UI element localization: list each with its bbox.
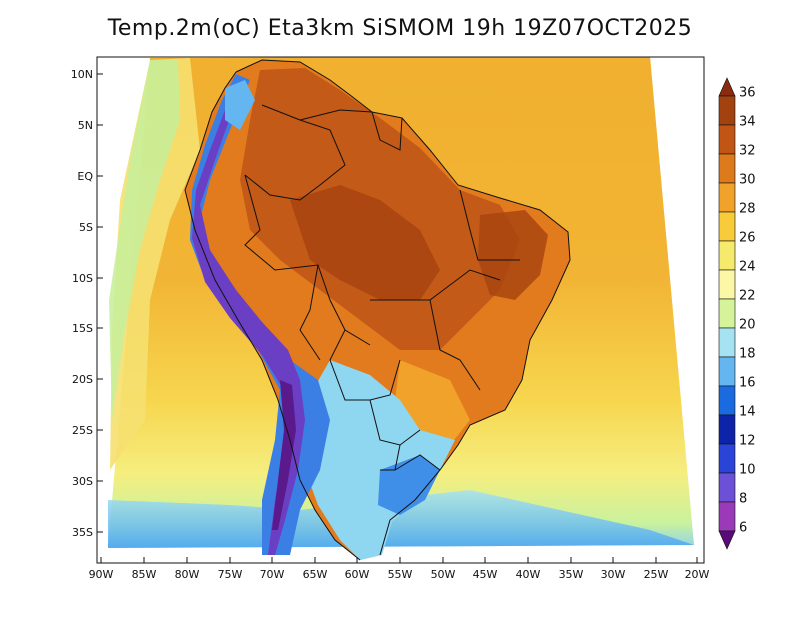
colorbar-label: 28 [739, 202, 756, 217]
colorbar-label: 34 [739, 115, 756, 130]
map-area [108, 57, 694, 561]
colorbar-segment [718, 153, 736, 184]
lat-tick: 10N [71, 68, 103, 81]
lat-label: 5S [79, 221, 93, 234]
colorbar-segment [718, 95, 736, 126]
lon-tick: 85W [132, 557, 157, 581]
southeast-mild [395, 360, 470, 445]
lon-label: 60W [345, 568, 370, 581]
colombian-andes [225, 80, 255, 130]
map-title: Temp.2m(oC) Eta3km SiSMOM 19h 19Z07OCT20… [107, 16, 693, 41]
colorbar-segment [718, 443, 736, 474]
colorbar: 36 34 32 30 28 26 24 22 20 18 16 14 12 10 8 6 [718, 77, 756, 550]
lon-tick: 25W [644, 557, 669, 581]
lat-label: 10S [72, 272, 93, 285]
colorbar-label: 12 [739, 434, 756, 449]
lon-label: 80W [175, 568, 200, 581]
lon-label: 55W [388, 568, 413, 581]
latitude-axis: 10N 5N EQ 5S 10S 15S 20S 25S 30S 35S [71, 68, 103, 539]
lon-tick: 30W [601, 557, 626, 581]
lon-tick: 90W [89, 557, 114, 581]
colorbar-label: 18 [739, 347, 756, 362]
lon-tick: 45W [473, 557, 498, 581]
lon-tick: 40W [516, 557, 541, 581]
andes-peaks [192, 110, 305, 555]
colorbar-label: 16 [739, 376, 756, 391]
lon-label: 25W [644, 568, 669, 581]
lat-tick: EQ [77, 170, 103, 183]
colorbar-label: 14 [739, 405, 756, 420]
lat-tick: 20S [72, 373, 103, 386]
colorbar-bottom-arrow [718, 530, 736, 550]
colorbar-segment [718, 269, 736, 300]
lon-tick: 60W [345, 557, 370, 581]
pacific-cold-strip [109, 60, 180, 420]
lon-label: 65W [303, 568, 328, 581]
southern-cool-land [300, 360, 455, 560]
colorbar-segment [718, 385, 736, 416]
longitude-axis: 90W 85W 80W 75W 70W 65W 60W 55W 50W 45W … [89, 557, 710, 581]
hot-core-northeast [478, 210, 548, 300]
lat-label: 20S [72, 373, 93, 386]
lat-label: 15S [72, 322, 93, 335]
lat-label: 10N [71, 68, 93, 81]
lat-label: EQ [77, 170, 93, 183]
lon-label: 40W [516, 568, 541, 581]
colorbar-label: 10 [739, 463, 756, 478]
lat-label: 5N [78, 119, 93, 132]
colorbar-label: 24 [739, 260, 756, 275]
colorbar-segment [718, 472, 736, 503]
lon-label: 85W [132, 568, 157, 581]
lon-tick: 50W [431, 557, 456, 581]
lat-tick: 25S [72, 424, 103, 437]
lon-tick: 70W [260, 557, 285, 581]
colorbar-label: 6 [739, 521, 747, 536]
colorbar-segment [718, 356, 736, 387]
lon-label: 75W [218, 568, 243, 581]
colorbar-segment [718, 211, 736, 242]
lon-tick: 75W [218, 557, 243, 581]
colorbar-segment [718, 298, 736, 329]
lon-label: 90W [89, 568, 114, 581]
hot-core-inner [290, 185, 440, 300]
colorbar-label: 20 [739, 318, 756, 333]
colorbar-label: 26 [739, 231, 756, 246]
lat-tick: 5S [79, 221, 103, 234]
colorbar-label: 36 [739, 86, 756, 101]
lon-tick: 20W [685, 557, 710, 581]
lat-label: 30S [72, 475, 93, 488]
lat-tick: 15S [72, 322, 103, 335]
lon-label: 20W [685, 568, 710, 581]
lat-tick: 10S [72, 272, 103, 285]
colorbar-label: 8 [739, 492, 747, 507]
southern-cold-ocean [108, 490, 694, 548]
colorbar-segment [718, 182, 736, 213]
lon-label: 45W [473, 568, 498, 581]
lon-tick: 35W [559, 557, 584, 581]
colorbar-label: 22 [739, 289, 756, 304]
colorbar-label: 32 [739, 144, 756, 159]
lon-label: 30W [601, 568, 626, 581]
country-borders [184, 59, 571, 561]
colorbar-segment [718, 240, 736, 271]
lon-label: 70W [260, 568, 285, 581]
colorbar-label: 30 [739, 173, 756, 188]
lat-tick: 5N [78, 119, 103, 132]
lon-tick: 65W [303, 557, 328, 581]
lon-label: 35W [559, 568, 584, 581]
lat-tick: 30S [72, 475, 103, 488]
colorbar-segment [718, 327, 736, 358]
lat-label: 25S [72, 424, 93, 437]
lon-tick: 80W [175, 557, 200, 581]
colorbar-segment [718, 124, 736, 155]
lon-label: 50W [431, 568, 456, 581]
andes-highest [272, 380, 296, 530]
colorbar-segment [718, 501, 736, 532]
colorbar-segment [718, 414, 736, 445]
lat-label: 35S [72, 526, 93, 539]
lat-tick: 35S [72, 526, 103, 539]
colorbar-top-arrow [718, 77, 736, 97]
lon-tick: 55W [388, 557, 413, 581]
